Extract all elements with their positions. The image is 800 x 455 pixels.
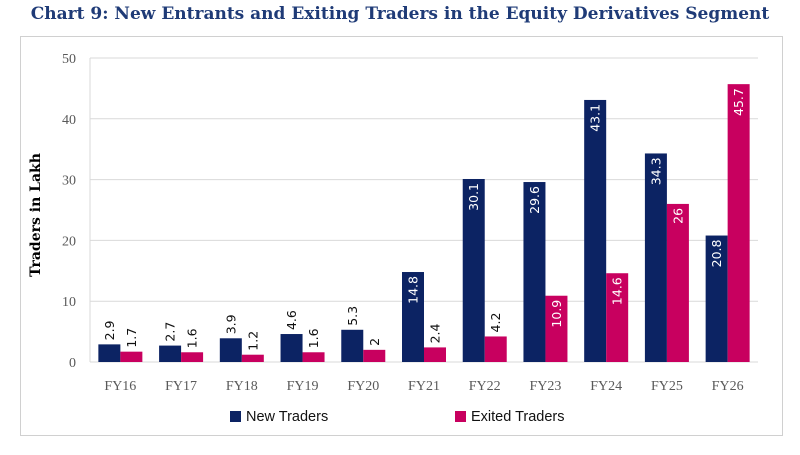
bar-new-traders-fy16 (98, 344, 121, 362)
x-tick-label: FY21 (408, 379, 440, 394)
bar-new-traders-fy20 (341, 329, 364, 362)
y-axis-label: Traders in Lakh (28, 153, 44, 277)
x-tick-label: FY18 (226, 379, 258, 394)
bar-new-traders-fy23 (523, 182, 546, 362)
data-label: 2 (367, 338, 382, 346)
chart-title: Chart 9: New Entrants and Exiting Trader… (30, 4, 770, 24)
bar-exited-traders-fy17 (181, 352, 204, 362)
data-label: 14.8 (406, 276, 421, 304)
bar-new-traders-fy21 (402, 272, 424, 362)
bar-new-traders-fy17 (159, 345, 182, 362)
data-label: 5.3 (345, 306, 360, 326)
legend: New Traders Exited Traders (230, 409, 565, 425)
chart-frame (20, 36, 783, 436)
y-axis-ticks: 0 10 20 30 40 50 (62, 52, 76, 371)
x-tick-label: FY22 (469, 379, 501, 394)
bar-exited-traders-fy21 (424, 347, 446, 362)
y-tick-label: 20 (62, 234, 76, 249)
data-label: 43.1 (588, 104, 603, 132)
data-label: 2.7 (163, 322, 178, 342)
bar-exited-traders-fy24 (606, 273, 629, 362)
y-tick-label: 0 (69, 356, 76, 371)
bar-exited-traders-fy20 (363, 349, 386, 362)
bar-exited-traders-fy23 (545, 295, 568, 362)
y-tick-label: 10 (62, 295, 76, 310)
bar-exited-traders-fy18 (241, 354, 264, 362)
bar-exited-traders-fy25 (666, 203, 689, 362)
x-tick-label: FY20 (347, 379, 379, 394)
data-label: 4.2 (488, 313, 503, 333)
bar-new-traders-fy22 (462, 178, 485, 362)
legend-swatch-new-traders (230, 411, 241, 422)
data-label: 1.6 (306, 328, 321, 348)
bar-new-traders-fy26 (705, 235, 728, 362)
x-axis-ticks: FY16 FY17 FY18 FY19 FY20 FY21 FY22 FY23 FY24 FY25… (104, 379, 743, 394)
y-tick-label: 30 (62, 174, 76, 189)
x-tick-label: FY19 (287, 379, 319, 394)
bars (98, 84, 750, 363)
data-label: 26 (670, 208, 685, 224)
legend-label-exited-traders: Exited Traders (471, 409, 565, 425)
y-tick-label: 40 (62, 113, 76, 128)
bar-exited-traders-fy22 (484, 336, 507, 362)
bar-exited-traders-fy26 (727, 84, 750, 363)
x-tick-label: FY23 (530, 379, 562, 394)
data-label: 1.7 (124, 328, 139, 348)
data-label: 20.8 (709, 240, 724, 268)
data-label: 14.6 (610, 277, 625, 305)
bar-new-traders-fy24 (584, 99, 607, 363)
x-tick-label: FY25 (651, 379, 683, 394)
x-tick-label: FY24 (590, 379, 622, 394)
x-tick-label: FY17 (165, 379, 197, 394)
legend-swatch-exited-traders (455, 411, 466, 422)
x-tick-label: FY26 (712, 379, 744, 394)
data-label: 2.4 (428, 323, 443, 343)
bar-new-traders-fy19 (280, 334, 303, 362)
x-tick-label: FY16 (104, 379, 136, 394)
bar-new-traders-fy18 (219, 338, 242, 362)
data-label: 1.6 (185, 328, 200, 348)
bar-exited-traders-fy19 (302, 352, 325, 362)
data-labels: 2.9 1.7 2.7 1.6 3.9 1.2 4.6 1.6 5.3 2 14.8 2.4 30.1 4… (102, 88, 746, 351)
legend-label-new-traders: New Traders (246, 409, 328, 425)
data-label: 34.3 (648, 157, 663, 185)
data-label: 10.9 (549, 300, 564, 328)
bar-exited-traders-fy16 (120, 351, 143, 362)
data-label: 3.9 (223, 314, 238, 334)
data-label: 29.6 (527, 186, 542, 214)
data-label: 4.6 (284, 310, 299, 330)
data-label: 30.1 (466, 183, 481, 211)
data-label: 2.9 (102, 320, 117, 340)
data-label: 1.2 (245, 331, 260, 351)
y-tick-label: 50 (62, 52, 76, 67)
bar-new-traders-fy25 (644, 153, 667, 362)
data-label: 45.7 (731, 88, 746, 116)
